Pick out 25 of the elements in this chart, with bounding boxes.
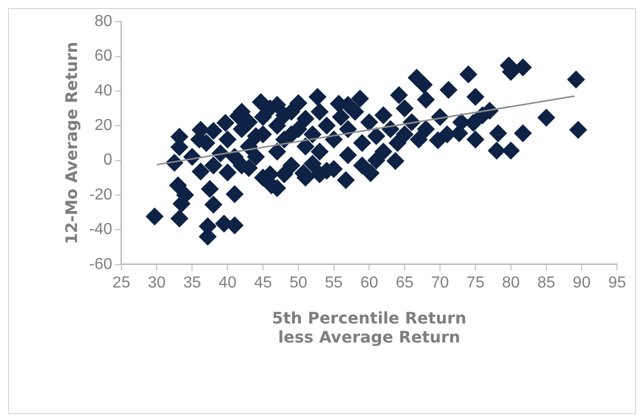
x-tick-label: 75 (466, 274, 484, 292)
x-tick-label: 65 (396, 274, 414, 292)
x-axis-title: 5th Percentile Return less Average Return (272, 308, 466, 347)
x-tick-label: 60 (360, 274, 378, 292)
y-tick-label: 20 (94, 117, 112, 134)
x-tick-label: 70 (431, 274, 450, 292)
x-tick-label: 95 (608, 274, 626, 292)
x-tick-label: 40 (218, 274, 237, 292)
x-tick-label: 85 (537, 274, 556, 292)
x-tick-label: 50 (289, 274, 308, 292)
x-tick-label: 45 (254, 274, 272, 292)
y-tick-label: 0 (103, 152, 112, 169)
x-tick-label: 30 (148, 274, 166, 292)
y-tick-label: 60 (94, 48, 112, 65)
y-tick-label: -40 (89, 221, 112, 238)
y-tick-label: 40 (94, 82, 112, 100)
x-tick-label: 80 (502, 274, 520, 292)
x-tick-label: 35 (183, 274, 202, 292)
x-tick-label: 90 (572, 274, 591, 292)
y-tick-label: 80 (94, 13, 112, 30)
x-tick-label: 55 (324, 274, 343, 292)
y-tick-label: -20 (89, 186, 112, 204)
y-tick-label: -60 (89, 256, 112, 273)
y-axis-title: 12-Mo Average Return (62, 42, 81, 244)
x-tick-label: 25 (112, 274, 130, 292)
